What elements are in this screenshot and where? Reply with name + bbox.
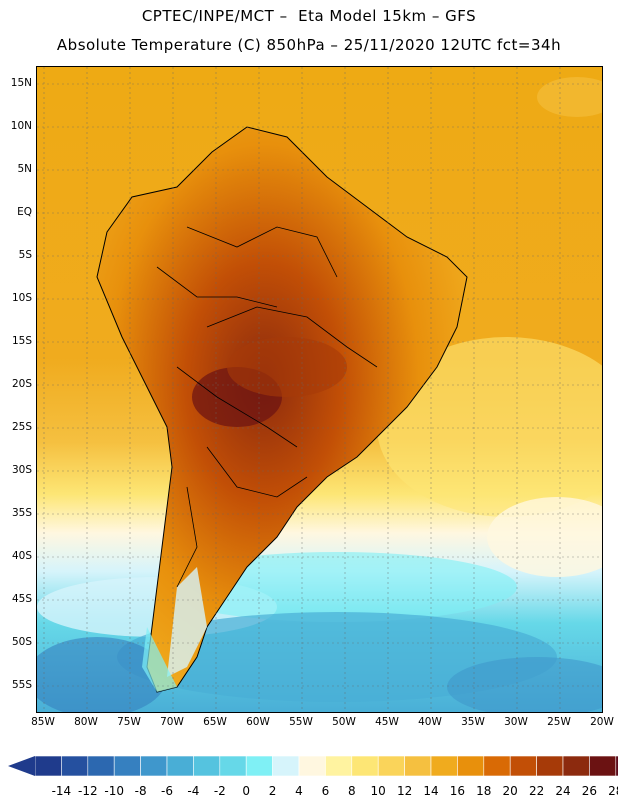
latitude-label: 10S [11, 292, 32, 304]
longitude-label: 40W [418, 716, 442, 728]
colorbar-tick-label: -6 [161, 784, 173, 798]
longitude-label: 80W [74, 716, 98, 728]
colorbar-swatch [457, 755, 485, 777]
map-subtitle: Absolute Temperature (C) 850hPa – 25/11/… [56, 36, 562, 54]
colorbar-swatch [430, 755, 458, 777]
longitude-label: 85W [31, 716, 55, 728]
longitude-label: 35W [461, 716, 485, 728]
colorbar-tick-label: 20 [502, 784, 518, 798]
latitude-label: 10N [10, 120, 32, 132]
latitude-label: 5N [17, 163, 32, 175]
colorbar-tick-label: 6 [321, 784, 330, 798]
colorbar-tick-label: 14 [423, 784, 439, 798]
colorbar-tick-label: -8 [134, 784, 147, 798]
map-title: CPTEC/INPE/MCT – Eta Model 15km – GFS [141, 7, 477, 25]
colorbar-swatch [245, 755, 273, 777]
colorbar-swatch [219, 755, 247, 777]
colorbar-tick-label: 0 [242, 784, 250, 798]
latitude-label: 35S [11, 507, 32, 519]
latitude-label: 55S [11, 679, 32, 691]
colorbar-tick-label: -2 [213, 784, 226, 798]
colorbar-swatch [272, 755, 300, 777]
latitude-label: 15N [10, 77, 32, 89]
colorbar-swatch [351, 755, 379, 777]
colorbar-swatch [377, 755, 405, 777]
colorbar-tick-label: 18 [476, 784, 492, 798]
latitude-label: 25S [11, 421, 32, 433]
colorbar-swatch [404, 755, 432, 777]
latitude-label: 15S [11, 335, 32, 347]
colorbar-tick-label: 16 [449, 784, 466, 798]
colorbar-tick-label: 2 [268, 784, 277, 798]
latitude-label: 5S [18, 249, 32, 261]
colorbar-tick-label: -12 [77, 784, 98, 798]
south-america-landmass [96, 126, 468, 693]
colorbar-swatch [166, 755, 194, 777]
colorbar-swatch [113, 755, 141, 777]
latitude-label: 45S [11, 593, 32, 605]
colorbar-tick-label: 12 [396, 784, 413, 798]
longitude-label: 55W [289, 716, 313, 728]
country-borders [156, 226, 378, 588]
latitude-label: 20S [11, 378, 32, 390]
longitude-label: 20W [590, 716, 614, 728]
colorbar-tick-label: 24 [555, 784, 571, 798]
colorbar-swatch [298, 755, 326, 777]
longitude-label: 25W [547, 716, 571, 728]
longitude-label: 75W [117, 716, 141, 728]
colorbar-tick-label: -4 [187, 784, 200, 798]
longitude-label: 70W [160, 716, 184, 728]
colorbar-swatch [562, 755, 590, 777]
colorbar-tick-label: -10 [104, 784, 124, 798]
longitude-label: 65W [203, 716, 227, 728]
latitude-label: 50S [11, 636, 32, 648]
colorbar-swatch [140, 755, 168, 777]
colorbar-legend [8, 755, 618, 777]
colorbar-swatch [34, 755, 62, 777]
colorbar-swatch [509, 755, 537, 777]
colorbar-tick-label: 26 [581, 784, 598, 798]
colorbar-swatch [325, 755, 353, 777]
longitude-label: 30W [504, 716, 528, 728]
colorbar-swatch [615, 755, 618, 777]
colorbar-swatch [536, 755, 564, 777]
colorbar-swatch [61, 755, 89, 777]
colorbar-swatch [193, 755, 221, 777]
colorbar-tick-label: 8 [347, 784, 356, 798]
colorbar-swatch [483, 755, 511, 777]
longitude-label: 45W [375, 716, 399, 728]
latitude-label: 40S [11, 550, 32, 562]
colorbar-swatch [87, 755, 115, 777]
colorbar-tick-label: 22 [528, 784, 545, 798]
colorbar-tick-label: -14 [51, 784, 72, 798]
latitude-label: 30S [11, 464, 32, 476]
latitude-label: EQ [17, 206, 32, 218]
colorbar-swatch [589, 755, 617, 777]
colorbar-tick-label: 10 [370, 784, 386, 798]
colorbar-tick-label: 28 [608, 784, 618, 798]
longitude-label: 50W [332, 716, 356, 728]
temperature-map [36, 66, 603, 713]
longitude-label: 60W [246, 716, 270, 728]
colorbar-tick-label: 4 [295, 784, 303, 798]
colorbar-min-arrow [8, 756, 35, 776]
